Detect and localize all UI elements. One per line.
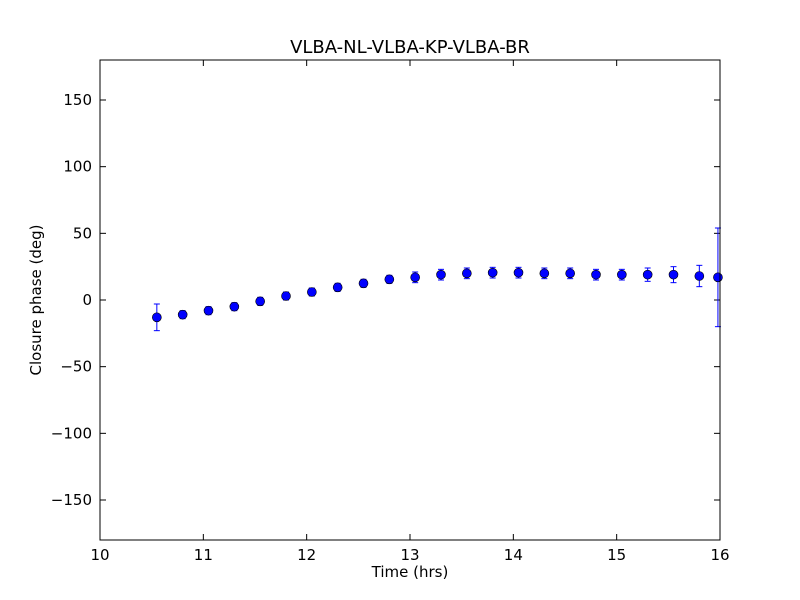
plot-frame [99,59,721,541]
x-tick-label: 11 [194,546,213,564]
x-tick-label: 15 [607,546,626,564]
data-point [513,267,524,278]
x-tick-label: 14 [504,546,523,564]
data-point [203,305,214,316]
data-point [565,268,575,279]
data-point [694,271,705,281]
data-points [152,267,723,323]
data-point [487,267,498,278]
data-point [152,312,162,323]
data-point [358,278,369,289]
y-axis-label: Closure phase (deg) [27,225,45,376]
x-tick-label: 13 [400,546,419,564]
y-tick-label: −100 [51,424,92,442]
data-point [307,287,317,297]
x-tick-label: 16 [710,546,729,564]
x-tick-label: 12 [297,546,316,564]
data-point [462,268,472,279]
data-point [255,296,265,307]
data-point [177,309,188,320]
y-tick-label: 150 [63,91,92,109]
error-bars [153,227,721,332]
data-point [281,291,291,301]
data-point [410,272,420,283]
y-tick-label: 100 [63,158,92,176]
data-point [668,269,679,280]
data-point [617,269,627,280]
x-tick-label: 10 [90,546,109,564]
axis-ticks: 10 11 12 13 14 15 16 −150 −100 −50 0 50 100 150 [51,60,730,564]
data-point [436,269,446,280]
y-tick-label: 0 [82,291,92,309]
x-axis-label: Time (hrs) [371,563,449,581]
data-point [642,269,653,280]
data-point [591,269,601,280]
y-tick-label: 50 [73,224,92,242]
data-point [332,282,343,293]
data-point [713,272,723,283]
chart-title: VLBA-NL-VLBA-KP-VLBA-BR [290,37,530,58]
data-point [384,274,395,285]
y-tick-label: −150 [51,491,92,509]
data-point [229,301,240,312]
data-point [539,268,550,279]
y-tick-label: −50 [60,358,92,376]
